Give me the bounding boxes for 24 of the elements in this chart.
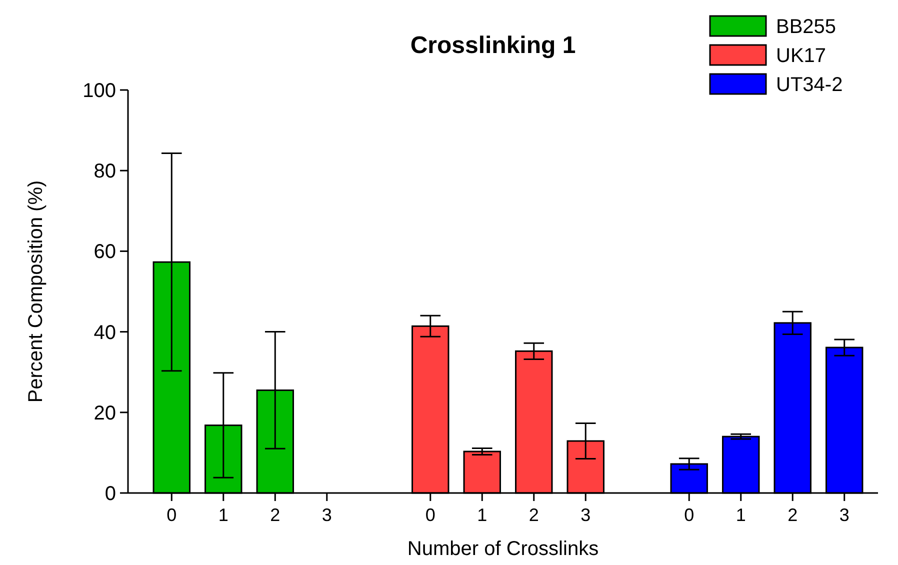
x-tick-label: 1: [736, 505, 746, 525]
x-tick-label: 2: [528, 505, 539, 525]
x-tick-label: 3: [322, 505, 332, 525]
y-tick-label: 20: [94, 402, 116, 424]
x-tick-label: 0: [684, 505, 694, 525]
x-tick-label: 0: [425, 505, 436, 525]
y-tick-label: 0: [104, 483, 116, 505]
y-tick-label: 80: [94, 160, 116, 183]
x-tick-label: 3: [580, 505, 591, 525]
chart-title: Crosslinking 1: [410, 32, 576, 59]
legend-label: BB255: [776, 16, 836, 38]
legend-label: UT34-2: [776, 74, 843, 96]
x-axis-title: Number of Crosslinks: [407, 538, 599, 560]
legend-label: UK17: [776, 45, 826, 67]
y-tick-label: 40: [94, 322, 116, 344]
x-tick-label: 2: [788, 505, 798, 525]
x-tick-label: 3: [839, 505, 850, 525]
x-tick-label: 1: [218, 505, 228, 525]
y-tick-label: 100: [82, 80, 116, 102]
x-tick-label: 0: [166, 505, 177, 525]
y-tick-label: 60: [94, 241, 116, 264]
x-tick-label: 1: [477, 505, 488, 525]
x-tick-label: 2: [270, 505, 280, 525]
y-axis-title: Percent Composition (%): [25, 180, 47, 403]
